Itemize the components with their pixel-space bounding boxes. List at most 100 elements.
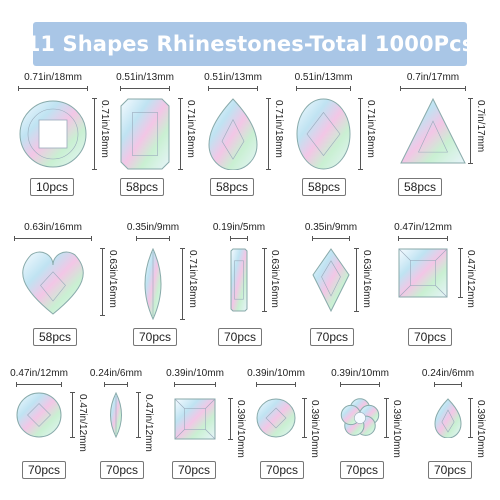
title-banner: 11 Shapes Rhinestones-Total 1000Pcs	[26, 22, 474, 66]
kite-stone-image	[312, 248, 350, 313]
small-teardrop-rhinestone	[434, 398, 462, 443]
height-label: 0.71in/18mm	[273, 100, 284, 158]
width-label: 0.63in/16mm	[24, 222, 82, 233]
width-label: 0.51in/13mm	[116, 72, 174, 83]
triangle-rhinestone	[400, 97, 466, 169]
width-dimension-line	[104, 382, 128, 387]
height-label: 0.39in/10mm	[475, 400, 486, 458]
width-dimension-line	[256, 382, 296, 387]
height-dimension-line	[92, 98, 97, 170]
height-dimension-line	[262, 248, 267, 312]
width-label: 0.39in/10mm	[247, 368, 305, 379]
round-stone-image	[16, 392, 62, 438]
teardrop-stone-image	[208, 98, 258, 171]
kite-rhinestone	[312, 248, 350, 317]
round-rhinestone	[16, 392, 62, 443]
height-dimension-line	[468, 98, 473, 164]
small-square-stone-image	[174, 398, 216, 440]
height-label: 0.47in/12mm	[77, 394, 88, 452]
small-navette-rhinestone	[104, 391, 128, 443]
quantity-label: 70pcs	[22, 461, 67, 479]
quantity-label: 58pcs	[210, 178, 255, 196]
width-dimension-line	[400, 86, 466, 91]
height-label: 0.71in/18mm	[365, 100, 376, 158]
height-dimension-line	[178, 98, 183, 170]
height-dimension-line	[384, 398, 389, 438]
square-stone-image	[398, 248, 448, 298]
height-label: 0.39in/10mm	[309, 400, 320, 458]
width-dimension-line	[312, 236, 350, 241]
width-dimension-line	[340, 382, 380, 387]
height-dimension-line	[100, 248, 105, 316]
quantity-label: 70pcs	[218, 328, 263, 346]
oval-stone-image	[296, 98, 351, 170]
title-text: 11 Shapes Rhinestones-Total 1000Pcs	[25, 32, 475, 56]
heart-stone-image	[22, 251, 84, 315]
height-label: 0.63in/16mm	[269, 250, 280, 308]
height-label: 0.63in/16mm	[107, 250, 118, 308]
quantity-label: 58pcs	[302, 178, 347, 196]
quantity-label: 70pcs	[100, 461, 145, 479]
width-dimension-line	[398, 236, 448, 241]
width-label: 0.39in/10mm	[166, 368, 224, 379]
width-dimension-line	[296, 86, 351, 91]
height-dimension-line	[358, 98, 363, 170]
quantity-label: 58pcs	[120, 178, 165, 196]
width-label: 0.47in/12mm	[394, 222, 452, 233]
quantity-label: 70pcs	[408, 328, 453, 346]
width-label: 0.51in/13mm	[294, 72, 353, 83]
width-dimension-line	[16, 382, 62, 387]
baguette-rhinestone	[230, 248, 248, 317]
width-dimension-line	[174, 382, 216, 387]
width-label: 0.51in/13mm	[204, 72, 262, 83]
width-label: 0.47in/12mm	[10, 368, 68, 379]
height-label: 0.71in/18mm	[187, 250, 198, 308]
small-navette-stone-image	[110, 391, 122, 439]
quantity-label: 58pcs	[398, 178, 443, 196]
height-label: 0.47in/12mm	[143, 394, 154, 452]
width-dimension-line	[14, 236, 92, 241]
height-dimension-line	[266, 98, 271, 170]
quantity-label: 70pcs	[310, 328, 355, 346]
height-label: 0.39in/10mm	[391, 400, 402, 458]
quantity-label: 70pcs	[428, 461, 473, 479]
height-dimension-line	[468, 398, 473, 438]
width-dimension-line	[120, 86, 170, 91]
width-dimension-line	[230, 236, 248, 241]
height-dimension-line	[136, 392, 141, 438]
baguette-stone-image	[230, 248, 248, 312]
octagon-rhinestone	[120, 98, 170, 175]
quantity-label: 70pcs	[133, 328, 178, 346]
width-label: 0.39in/10mm	[331, 368, 389, 379]
height-label: 0.63in/16mm	[361, 250, 372, 308]
round-frame-rhinestone	[18, 98, 88, 175]
navette-rhinestone	[136, 247, 170, 325]
small-round-rhinestone	[256, 398, 296, 443]
height-label: 0.39in/10mm	[235, 400, 246, 458]
oval-rhinestone	[296, 98, 351, 175]
quantity-label: 10pcs	[30, 178, 75, 196]
width-dimension-line	[136, 236, 170, 241]
width-dimension-line	[18, 86, 88, 91]
width-label: 0.24in/6mm	[421, 368, 475, 379]
round-frame-stone-image	[19, 100, 87, 168]
quantity-label: 58pcs	[33, 328, 78, 346]
octagon-stone-image	[120, 98, 170, 170]
small-square-rhinestone	[174, 398, 216, 445]
width-label: 0.35in/9mm	[126, 222, 180, 233]
height-label: 0.7in/17mm	[475, 100, 486, 153]
heart-rhinestone	[14, 248, 92, 321]
width-dimension-line	[434, 382, 462, 387]
small-teardrop-stone-image	[434, 398, 462, 439]
teardrop-rhinestone	[208, 98, 258, 175]
flower-stone-image	[340, 398, 380, 436]
square-rhinestone	[398, 248, 448, 303]
flower-rhinestone	[340, 398, 380, 443]
height-dimension-line	[70, 392, 75, 438]
width-label: 0.19in/5mm	[212, 222, 266, 233]
height-dimension-line	[458, 248, 463, 298]
quantity-label: 70pcs	[260, 461, 305, 479]
width-label: 0.7in/17mm	[406, 72, 460, 83]
height-label: 0.71in/18mm	[185, 100, 196, 158]
width-dimension-line	[208, 86, 258, 91]
